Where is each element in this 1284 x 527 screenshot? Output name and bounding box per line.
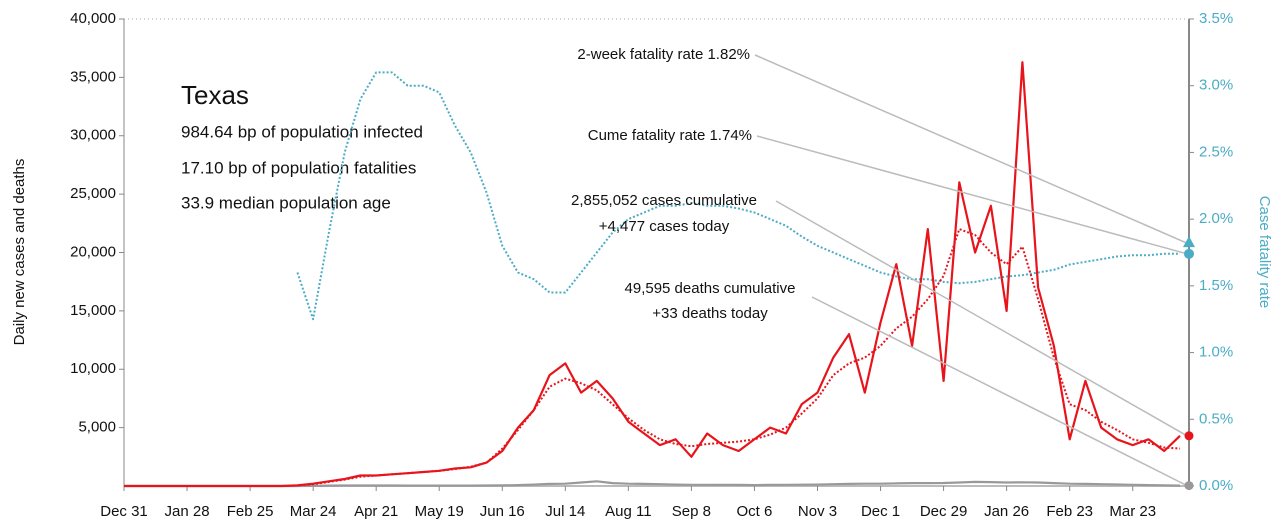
x-tick-label: Dec 1 (861, 503, 900, 520)
y-tick-label: 10,000 (70, 360, 116, 377)
end-marker (1184, 481, 1194, 491)
annotation: +33 deaths today (652, 305, 768, 322)
y-tick-label: 40,000 (70, 10, 116, 27)
end-marker (1183, 236, 1195, 248)
end-marker (1184, 431, 1194, 441)
x-tick-label: Sep 8 (672, 503, 711, 520)
y-tick-label: 15,000 (70, 302, 116, 319)
x-tick-label: Jun 16 (480, 503, 525, 520)
y2-tick-label: 0.0% (1199, 477, 1233, 494)
annotation: 2-week fatality rate 1.82% (577, 46, 750, 63)
x-tick-label: Jan 28 (165, 503, 210, 520)
leader-line (754, 54, 1188, 244)
annotation: Cume fatality rate 1.74% (588, 127, 752, 144)
info-line: 984.64 bp of population infected (181, 122, 423, 141)
series-line (124, 61, 1181, 488)
leader-line (775, 200, 1188, 437)
info-line: 33.9 median population age (181, 193, 391, 212)
x-tick-label: May 19 (415, 503, 464, 520)
x-tick-label: Aug 11 (605, 503, 651, 520)
leader-line (811, 296, 1188, 487)
x-tick-label: Jan 26 (984, 503, 1029, 520)
series-line (296, 71, 1180, 321)
annotation: 49,595 deaths cumulative (625, 280, 796, 297)
leader-line (756, 135, 1188, 255)
x-tick-label: Apr 21 (354, 503, 398, 520)
y2-tick-label: 1.5% (1199, 277, 1233, 294)
y-tick-label: 5,000 (78, 419, 116, 436)
y-tick-label: 30,000 (70, 127, 116, 144)
x-tick-label: Mar 24 (290, 503, 337, 520)
y-tick-label: 20,000 (70, 243, 116, 260)
x-tick-label: Dec 29 (920, 503, 968, 520)
annotation: +4,477 cases today (599, 218, 730, 235)
x-tick-label: Feb 23 (1046, 503, 1093, 520)
y2-axis-label: Case fatality rate (1256, 196, 1273, 309)
x-tick-label: Nov 3 (798, 503, 837, 520)
y-tick-label: 25,000 (70, 185, 116, 202)
y2-tick-label: 2.0% (1199, 210, 1233, 227)
y-tick-label: 35,000 (70, 68, 116, 85)
y2-tick-label: 0.5% (1199, 410, 1233, 427)
x-tick-label: Oct 6 (737, 503, 773, 520)
y2-tick-label: 1.0% (1199, 344, 1233, 361)
x-tick-label: Dec 31 (100, 503, 148, 520)
info-line: 17.10 bp of population fatalities (181, 158, 416, 177)
series-line (124, 228, 1181, 487)
y2-tick-label: 3.5% (1199, 10, 1233, 27)
annotation: 2,855,052 cases cumulative (571, 192, 757, 209)
x-tick-label: Mar 23 (1109, 503, 1156, 520)
end-marker (1184, 248, 1194, 259)
y-axis-label: Daily new cases and deaths (11, 159, 28, 346)
x-tick-label: Jul 14 (545, 503, 585, 520)
y2-tick-label: 2.5% (1199, 143, 1233, 160)
info-title: Texas (181, 80, 249, 110)
y2-tick-label: 3.0% (1199, 77, 1233, 94)
x-tick-label: Feb 25 (227, 503, 274, 520)
